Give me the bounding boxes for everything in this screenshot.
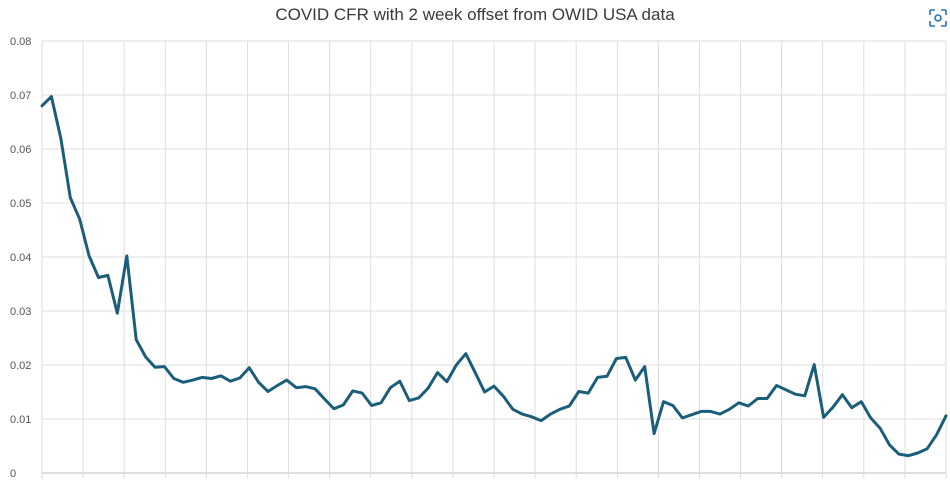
series-layer [40,95,948,458]
y-tick-label: 0.06 [10,144,31,156]
chart-title: COVID CFR with 2 week offset from OWID U… [275,5,675,24]
y-tick-label: 0.04 [10,252,31,264]
y-tick-label: 0.03 [10,306,31,318]
grid-layer [41,40,947,479]
y-tick-label: 0.02 [10,360,31,372]
y-tick-label: 0.01 [10,414,31,426]
expand-icon [929,9,947,27]
y-tick-label: 0 [10,468,16,480]
y-tick-label: 0.07 [10,90,31,102]
expand-chart-button[interactable] [928,8,948,28]
y-tick-label: 0.08 [10,36,31,48]
y-axis-ticks: 0 0.01 0.02 0.03 0.04 0.05 0.06 0.07 0.08 [10,36,31,480]
y-tick-label: 0.05 [10,198,31,210]
